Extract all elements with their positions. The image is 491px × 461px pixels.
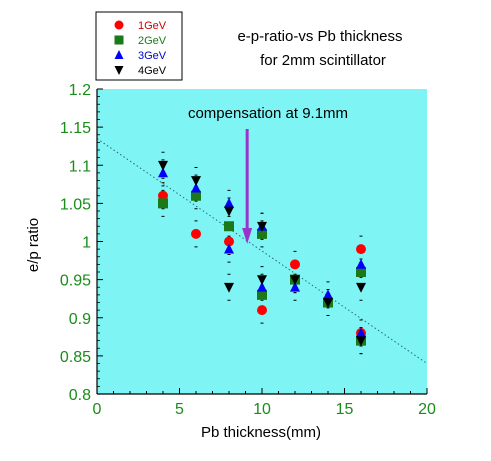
annotation-text: compensation at 9.1mm	[188, 105, 348, 122]
x-tick-label: 20	[418, 401, 436, 418]
legend-label-2gev: 2GeV	[138, 35, 167, 47]
y-tick-label: 0.8	[69, 387, 91, 404]
y-tick-label: 0.9	[69, 311, 91, 328]
axis-layer: 0 5 10 15 20 0.8 0.85 0.9 0.95 1 1.05 1.1 1.15 1.2	[60, 82, 436, 418]
legend-label-4gev: 4GeV	[138, 65, 167, 77]
data-point-3gev	[191, 182, 201, 193]
legend-box	[95, 11, 183, 81]
data-point-4gev	[356, 336, 366, 347]
legend-marker-4gev	[114, 66, 124, 75]
legend-marker-1gev	[114, 20, 124, 30]
data-point-4gev	[191, 176, 201, 186]
legend-label-3gev: 3GeV	[138, 50, 167, 62]
y-tick-label: 1.2	[69, 82, 91, 99]
data-point-3gev	[290, 281, 300, 292]
legend-label-1gev: 1GeV	[138, 20, 167, 32]
data-point-3gev	[224, 197, 234, 208]
data-point-2gev	[191, 190, 201, 201]
data-point-4gev	[290, 275, 300, 286]
data-point-4gev	[257, 275, 267, 286]
data-point-2gev	[356, 267, 366, 277]
data-point-2gev	[257, 228, 267, 239]
data-point-3gev	[323, 289, 333, 300]
x-tick-label: 15	[336, 401, 354, 418]
x-tick-label: 10	[253, 401, 271, 418]
data-point-1gev	[191, 228, 201, 239]
data-point-4gev	[356, 282, 366, 293]
data-point-3gev	[158, 167, 168, 178]
data-point-3gev	[356, 327, 366, 338]
x-tick-label: 0	[93, 401, 102, 418]
data-point-3gev	[356, 258, 366, 269]
data-point-4gev	[257, 221, 267, 232]
legend-marker-3gev	[114, 50, 124, 59]
chart-subtitle: for 2mm scintillator	[260, 52, 386, 69]
y-tick-label: 0.95	[60, 273, 91, 290]
y-tick-label: 1.15	[60, 120, 91, 137]
data-point-2gev	[257, 289, 267, 300]
data-point-1gev	[158, 190, 168, 201]
legend-marker-2gev	[114, 35, 124, 45]
data-point-4gev	[224, 206, 234, 217]
y-tick-label: 0.85	[60, 349, 91, 366]
marker-layer	[158, 160, 366, 347]
data-point-4gev	[158, 160, 168, 171]
annotation-layer: compensation at 9.1mm	[188, 105, 348, 244]
y-tick-label: 1.1	[69, 158, 91, 175]
data-point-1gev	[356, 244, 366, 255]
data-point-1gev	[290, 259, 300, 270]
data-point-1gev	[224, 236, 234, 247]
data-point-1gev	[257, 305, 267, 316]
data-point-4gev	[323, 298, 333, 308]
data-point-2gev	[224, 221, 234, 232]
y-axis-label: e/p ratio	[25, 218, 42, 272]
fit-line-layer	[96, 138, 428, 364]
data-point-3gev	[224, 243, 234, 254]
x-tick-label: 5	[175, 401, 184, 418]
y-tick-label: 1.05	[60, 196, 91, 213]
data-point-3gev	[257, 281, 267, 292]
legend: 1GeV 2GeV 3GeV 4GeV	[95, 11, 183, 81]
plot-area	[97, 89, 427, 394]
y-tick-label: 1	[82, 235, 91, 252]
data-point-2gev	[158, 198, 168, 209]
data-point-4gev	[224, 282, 234, 293]
chart-title: e-p-ratio-vs Pb thickness	[237, 28, 402, 45]
fit-line	[96, 138, 428, 364]
x-axis-label: Pb thickness(mm)	[201, 424, 321, 441]
annotation-arrow-head	[242, 228, 253, 244]
